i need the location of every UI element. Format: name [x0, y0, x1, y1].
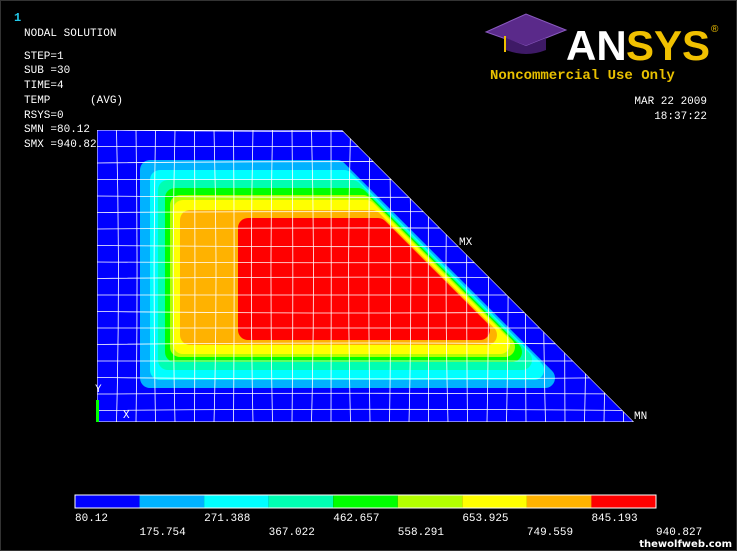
mesh-line	[116, 130, 119, 422]
info-block: NODAL SOLUTION STEP=1 SUB =30 TIME=4 TEMP (A…	[24, 28, 123, 151]
mesh-line	[270, 130, 273, 422]
legend-swatch	[397, 495, 463, 508]
legend-label: 749.559	[527, 527, 573, 539]
info-line: STEP=1	[24, 51, 64, 63]
max-label: MX	[459, 237, 473, 249]
legend-swatch	[204, 495, 269, 508]
legend: 80.12 175.754 271.388 367.022 462.657 558.291…	[74, 494, 702, 539]
legend-swatch	[139, 495, 205, 508]
mesh-line	[233, 130, 235, 422]
brand-an: AN	[566, 22, 627, 69]
logo: AN SYS ® Noncommercial Use Only	[484, 13, 719, 84]
mortarboard-cap	[506, 38, 546, 54]
mesh-line	[153, 130, 156, 422]
mesh-line	[213, 130, 217, 422]
mesh-line	[97, 408, 634, 411]
legend-swatch	[526, 495, 592, 508]
time: 18:37:22	[654, 111, 707, 123]
mesh-line	[348, 130, 351, 422]
info-line: TIME=4	[24, 80, 64, 92]
legend-label: 558.291	[398, 527, 445, 539]
watermark: thewolfweb.com	[639, 539, 732, 550]
mesh-line	[172, 130, 176, 422]
y-axis-label: Y	[95, 384, 102, 396]
legend-label: 462.657	[333, 513, 379, 525]
legend-label: 175.754	[140, 527, 187, 539]
legend-label: 845.193	[591, 513, 637, 525]
min-label: MN	[634, 411, 647, 423]
mesh-line	[291, 130, 294, 422]
mesh-line	[135, 130, 138, 422]
date: MAR 22 2009	[634, 96, 707, 108]
info-line: SUB =30	[24, 65, 70, 77]
info-line: NODAL SOLUTION	[24, 28, 116, 40]
legend-label: 940.827	[656, 527, 702, 539]
info-line: RSYS=0	[24, 110, 64, 122]
legend-label: 367.022	[269, 527, 315, 539]
mesh-line	[97, 392, 634, 395]
legend-label: 80.12	[75, 513, 108, 525]
mesh-line	[250, 130, 254, 422]
legend-label: 653.925	[462, 513, 508, 525]
license: Noncommercial Use Only	[490, 68, 675, 84]
contour-plot	[97, 130, 634, 422]
window-number: 1	[14, 11, 21, 25]
legend-swatch	[268, 495, 334, 508]
brand-sys: SYS	[626, 22, 710, 69]
mesh-line	[311, 130, 314, 422]
mesh-line	[368, 130, 371, 422]
legend-label: 271.388	[204, 513, 250, 525]
info-line: TEMP (AVG)	[24, 95, 123, 107]
legend-swatch	[591, 495, 656, 508]
registered: ®	[711, 24, 719, 35]
mesh-line	[97, 377, 634, 380]
legend-border	[74, 494, 657, 509]
info-line: SMN =80.12	[24, 124, 90, 136]
legend-swatch	[462, 495, 527, 508]
legend-swatch	[75, 495, 140, 508]
info-line: SMX =940.827	[24, 139, 103, 151]
origin-marker	[96, 400, 99, 422]
legend-swatch	[333, 495, 398, 508]
x-axis-label: X	[123, 410, 130, 422]
